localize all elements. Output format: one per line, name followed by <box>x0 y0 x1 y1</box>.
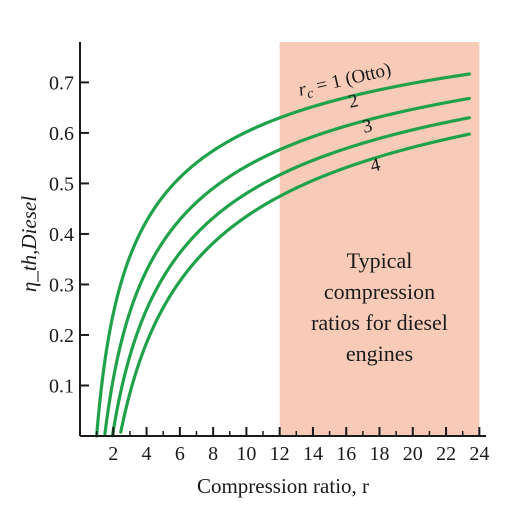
x-tick-label: 10 <box>236 443 256 465</box>
x-tick-label: 20 <box>403 443 423 465</box>
x-tick-label: 22 <box>436 443 456 465</box>
x-tick-label: 6 <box>175 443 185 465</box>
region-caption-line: compression <box>324 279 435 304</box>
y-tick-label: 0.6 <box>49 123 74 145</box>
y-tick-label: 0.3 <box>49 274 74 296</box>
typical-region-caption: Typical compression ratios for diesel engin… <box>311 248 448 366</box>
x-axis-label: Compression ratio, r <box>197 474 369 498</box>
y-tick-label: 0.4 <box>49 224 74 246</box>
x-axis-ticks: 2 4 6 8 10 12 14 16 18 20 22 24 <box>95 427 489 465</box>
x-tick-label: 4 <box>142 443 152 465</box>
region-caption-line: Typical <box>347 248 413 273</box>
axes: 0.10.20.30.40.50.60.7 2 4 6 8 10 12 14 16 18 20 22… <box>49 42 489 465</box>
efficiency-curves <box>95 72 471 438</box>
region-caption-line: ratios for diesel <box>311 310 448 335</box>
curve-rc-1 <box>95 72 471 438</box>
x-tick-label: 16 <box>336 443 356 465</box>
curve-rc-4 <box>119 132 471 434</box>
y-tick-label: 0.2 <box>49 325 74 347</box>
y-axis-ticks: 0.1 0.2 0.3 0.4 0.5 0.6 0.7 <box>49 72 89 397</box>
region-caption-line: engines <box>346 341 413 366</box>
y-tick-label: 0.5 <box>49 173 74 195</box>
x-tick-label: 12 <box>270 443 290 465</box>
curve-label-rc-3: 3 <box>360 115 374 138</box>
curve-label-rc-2: 2 <box>346 90 360 113</box>
typical-compression-region: Typical compression ratios for diesel engin… <box>279 42 480 436</box>
curve-rc-3 <box>110 116 471 438</box>
y-axis-label: η_th,Diesel <box>17 196 41 292</box>
x-tick-label: 8 <box>208 443 218 465</box>
x-tick-label: 14 <box>303 443 323 465</box>
x-tick-label: 24 <box>469 443 489 465</box>
x-tick-label: 2 <box>108 443 118 465</box>
curve-rc-2 <box>103 96 471 436</box>
y-tick-label: 0.1 <box>49 375 74 397</box>
y-tick-label: 0.7 <box>49 72 74 94</box>
x-tick-label: 18 <box>370 443 390 465</box>
